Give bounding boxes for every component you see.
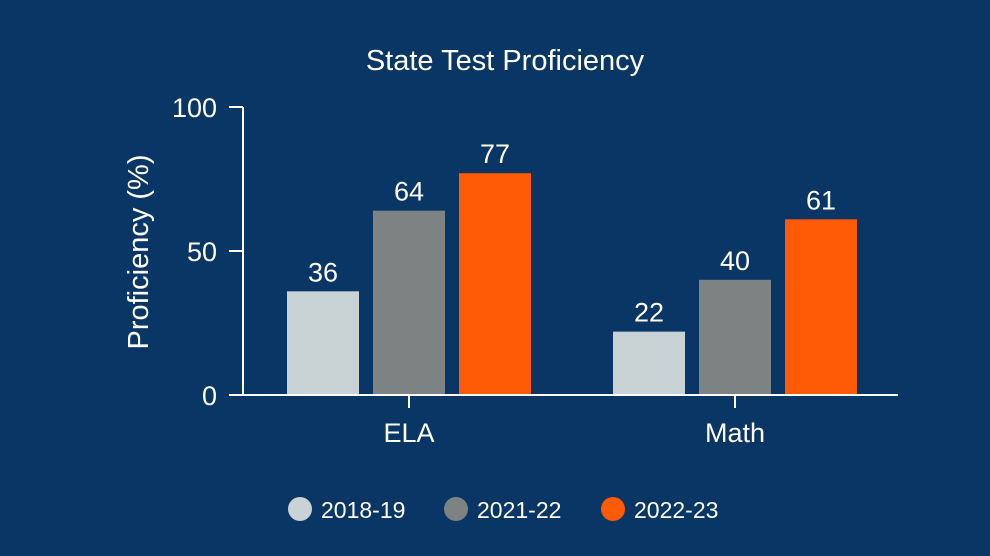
x-tick-label: Math (705, 418, 765, 448)
bar-math-2021-22 (699, 279, 771, 395)
legend-label: 2018-19 (321, 497, 405, 523)
bar-math-2022-23 (785, 219, 857, 395)
bar-value-label: 77 (480, 139, 510, 169)
bar-value-label: 40 (720, 246, 750, 276)
bar-value-label: 64 (394, 177, 424, 207)
bar-value-label: 36 (308, 257, 338, 287)
bar-ela-2021-22 (373, 210, 445, 395)
bar-ela-2022-23 (459, 173, 531, 395)
y-tick-label: 50 (187, 237, 217, 267)
legend-marker-2018-19 (288, 497, 312, 521)
bar-value-label: 61 (806, 185, 836, 215)
legend-marker-2022-23 (601, 497, 625, 521)
chart-title: State Test Proficiency (366, 45, 645, 77)
legend-label: 2022-23 (634, 497, 718, 523)
legend-label: 2021-22 (477, 497, 561, 523)
y-axis-label: Proficiency (%) (123, 155, 155, 350)
y-tick-label: 100 (172, 93, 217, 123)
bars-group (287, 173, 857, 395)
bar-ela-2018-19 (287, 291, 359, 395)
legend-marker-2021-22 (444, 497, 468, 521)
value-labels-group: 36 64 77 22 40 61 (308, 139, 836, 327)
x-axis: ELA Math (383, 395, 765, 448)
y-tick-label: 0 (202, 381, 217, 411)
x-tick-label: ELA (383, 418, 434, 448)
legend: 2018-19 2021-22 2022-23 (288, 497, 718, 523)
bar-value-label: 22 (634, 298, 664, 328)
y-axis: 0 50 100 (172, 93, 243, 411)
bar-math-2018-19 (613, 331, 685, 395)
